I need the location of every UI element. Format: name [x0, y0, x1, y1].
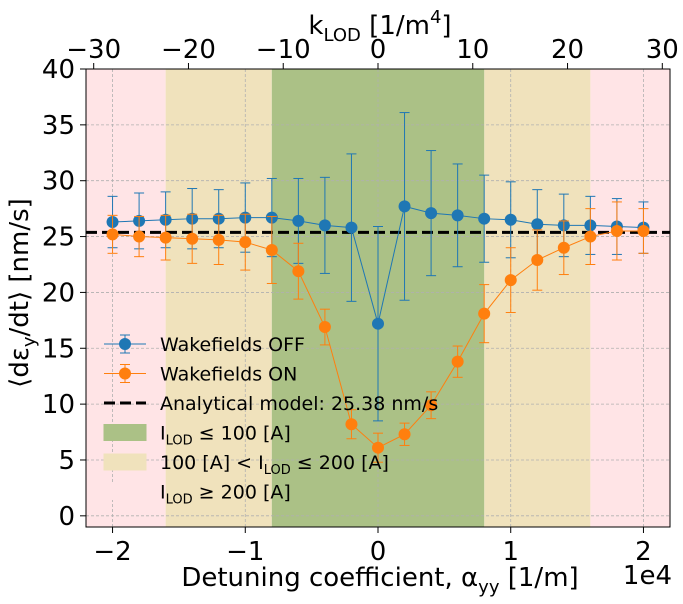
legend-entry: 100 [A] < ILOD ≤ 200 [A] — [103, 452, 389, 478]
data-point — [292, 214, 305, 227]
top-axis-label: kLOD [1/m4] — [308, 7, 451, 46]
data-point — [345, 221, 358, 234]
y-tick-label: 35 — [42, 111, 75, 141]
top-tick-label: 0 — [370, 35, 387, 65]
y-axis-label: ⟨dεy/dt⟩ [nm/s] — [5, 198, 40, 388]
legend-entry: Analytical model: 25.38 nm/s — [104, 393, 438, 415]
data-point — [425, 399, 438, 412]
data-point — [318, 219, 331, 232]
legend-marker — [119, 338, 131, 350]
data-point — [504, 274, 517, 287]
legend-entry: ILOD ≤ 100 [A] — [103, 423, 291, 449]
legend-entry: Wakefields ON — [104, 364, 297, 386]
x-tick-label: 1 — [502, 537, 519, 567]
legend-patch — [103, 424, 147, 441]
legend-label: Wakefields ON — [160, 364, 297, 386]
x-tick-label: −1 — [226, 537, 264, 567]
data-point — [584, 230, 597, 243]
band-high — [86, 69, 166, 527]
x-tick-label: −2 — [93, 537, 131, 567]
data-point — [610, 224, 623, 237]
y-tick-label: 10 — [42, 390, 75, 420]
data-point — [212, 233, 225, 246]
legend-label: 100 [A] < ILOD ≤ 200 [A] — [160, 452, 389, 478]
legend-patch — [103, 453, 147, 471]
legend-label: ILOD ≤ 100 [A] — [160, 423, 291, 449]
data-point — [372, 441, 384, 454]
data-point — [425, 207, 438, 220]
data-point — [133, 230, 146, 243]
x-axis-label: Detuning coefficient, αyy [1/m] — [181, 563, 578, 598]
legend: Wakefields OFF Wakefields ON Analytical mo… — [103, 334, 438, 508]
data-point — [504, 213, 517, 226]
data-point — [106, 228, 119, 241]
legend-label: Wakefields OFF — [160, 334, 305, 356]
legend-label: Analytical model: 25.38 nm/s — [160, 393, 438, 415]
data-point — [239, 236, 252, 249]
data-point — [265, 243, 278, 256]
y-tick-label: 0 — [58, 502, 75, 532]
top-tick-label: −20 — [161, 35, 216, 65]
band-mid — [165, 69, 272, 527]
x-tick-label: 0 — [370, 537, 387, 567]
y-tick-label: 30 — [42, 167, 75, 197]
legend-label: ILOD ≥ 200 [A] — [160, 482, 291, 508]
y-tick-label: 25 — [42, 223, 75, 253]
y-tick-label: 20 — [42, 278, 75, 308]
data-point — [318, 321, 331, 334]
top-tick-label: 30 — [646, 35, 679, 65]
data-point — [345, 418, 358, 431]
top-tick-label: 10 — [456, 35, 489, 65]
band-mid — [484, 69, 591, 527]
data-point — [531, 218, 544, 231]
data-point — [186, 232, 199, 245]
data-point — [159, 231, 172, 244]
data-point — [451, 209, 464, 222]
top-tick-label: −30 — [66, 35, 121, 65]
data-point — [398, 428, 411, 441]
data-point — [372, 317, 384, 330]
legend-entry: Wakefields OFF — [104, 334, 305, 356]
top-tick-label: 20 — [551, 35, 584, 65]
y-tick-label: 40 — [42, 55, 75, 85]
data-point — [557, 241, 570, 254]
band-high — [590, 69, 670, 527]
data-point — [478, 212, 491, 225]
data-point — [451, 355, 464, 368]
data-point — [292, 265, 305, 278]
y-tick-label: 5 — [58, 446, 75, 476]
data-point — [531, 254, 544, 267]
data-point — [637, 224, 650, 237]
legend-patch — [103, 483, 147, 500]
legend-entry: ILOD ≥ 200 [A] — [103, 482, 291, 508]
top-tick-label: −10 — [256, 35, 311, 65]
axis-labels: Detuning coefficient, αyy [1/m] 1e4 kLOD… — [5, 7, 672, 598]
x-axis-offset-text: 1e4 — [623, 561, 672, 591]
data-point — [398, 200, 411, 213]
x-tick-label: 2 — [635, 537, 652, 567]
legend-marker — [119, 367, 131, 380]
data-point — [478, 307, 491, 320]
y-tick-label: 15 — [42, 334, 75, 364]
data-series — [106, 112, 650, 463]
series-1 — [106, 201, 650, 463]
